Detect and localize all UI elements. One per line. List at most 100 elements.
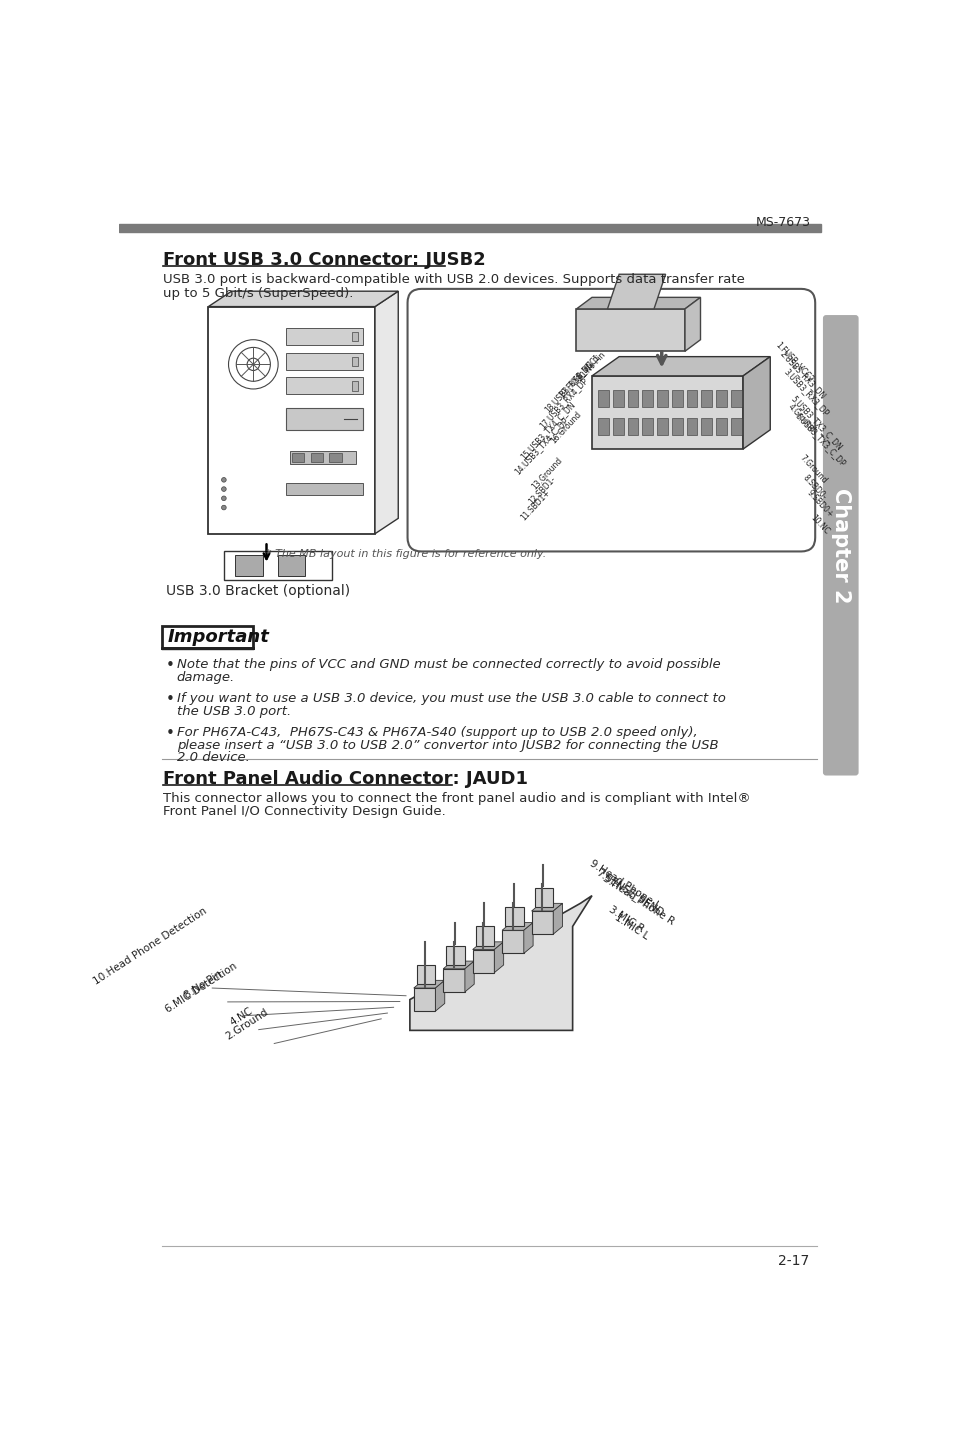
Polygon shape [576,298,700,309]
Text: 16.Ground: 16.Ground [548,410,582,445]
Polygon shape [553,904,562,934]
Text: 7.SENSE_SEND: 7.SENSE_SEND [594,866,665,919]
Text: Front USB 3.0 Connector: JUSB2: Front USB 3.0 Connector: JUSB2 [162,251,485,269]
FancyBboxPatch shape [407,289,815,551]
Bar [446,945,464,965]
Text: For PH67A-C43,  PH67S-C43 & PH67A-S40 (support up to USB 2.0 speed only),: For PH67A-C43, PH67S-C43 & PH67A-S40 (su… [176,726,697,739]
Text: USB 3.0 port is backward-compatible with USB 2.0 devices. Supports data transfer: USB 3.0 port is backward-compatible with… [162,274,743,286]
Text: This connector allows you to connect the front panel audio and is compliant with: This connector allows you to connect the… [162,792,750,805]
Polygon shape [684,298,700,351]
Bar [671,418,682,435]
Text: 9.SBD0+: 9.SBD0+ [804,488,834,520]
Circle shape [221,477,226,483]
Text: 17.USB3_RX4_DP: 17.USB3_RX4_DP [537,375,588,430]
Text: Front Panel I/O Connectivity Design Guide.: Front Panel I/O Connectivity Design Guid… [162,805,445,818]
Text: damage.: damage. [176,670,234,684]
Bar [627,390,638,407]
Bar [352,332,357,341]
Bar [286,328,363,345]
Text: 4.NC: 4.NC [228,1007,254,1028]
Text: 7.Ground: 7.Ground [797,453,827,485]
Text: up to 5 Gbit/s (SuperSpeed).: up to 5 Gbit/s (SuperSpeed). [162,288,353,301]
Polygon shape [494,942,503,972]
Bar [641,418,653,435]
Circle shape [221,487,226,491]
Text: please insert a “USB 3.0 to USB 2.0” convertor into JUSB2 for connecting the USB: please insert a “USB 3.0 to USB 2.0” con… [176,739,718,752]
Polygon shape [414,981,444,988]
Bar [505,908,523,927]
Text: 2.Ground: 2.Ground [224,1007,270,1042]
Text: MS-7673: MS-7673 [755,216,810,229]
Text: 9.Head Phone L: 9.Head Phone L [587,858,661,911]
Text: •: • [166,726,174,742]
Bar [501,931,523,954]
Text: 11.SBD1+: 11.SBD1+ [518,488,551,523]
Bar [286,483,363,495]
Bar [576,309,684,351]
Bar [700,418,711,435]
Bar [598,418,608,435]
Text: Note that the pins of VCC and GND must be connected correctly to avoid possible: Note that the pins of VCC and GND must b… [176,659,720,672]
Bar [592,375,742,450]
Bar [286,378,363,394]
Text: 5.Head Phone R: 5.Head Phone R [599,874,675,927]
Bar [730,390,740,407]
Text: Front Panel Audio Connector: JAUD1: Front Panel Audio Connector: JAUD1 [162,770,527,788]
Polygon shape [607,275,665,309]
Bar [686,418,697,435]
Polygon shape [472,942,503,949]
Circle shape [221,495,226,501]
Text: 10.Head Phone Detection: 10.Head Phone Detection [91,905,208,987]
Bar [612,390,623,407]
Polygon shape [523,922,533,954]
Text: Important: Important [167,629,269,646]
Bar [416,965,435,984]
Bar [641,390,653,407]
Text: 19.FUSB_VCC1: 19.FUSB_VCC1 [556,352,600,400]
Polygon shape [592,357,769,375]
Bar [290,451,355,464]
Text: 8.SBD0-: 8.SBD0- [801,474,828,503]
Bar [716,418,726,435]
Text: USB 3.0 Bracket (optional): USB 3.0 Bracket (optional) [166,584,350,597]
Bar [700,390,711,407]
Text: 6.MIC Detection: 6.MIC Detection [164,961,239,1014]
Bar [352,381,357,391]
Polygon shape [742,357,769,450]
Polygon shape [443,961,474,969]
Text: Chapter 2: Chapter 2 [830,487,850,603]
Text: 1.MIC L: 1.MIC L [612,912,650,942]
Bar [657,390,667,407]
Bar [352,357,357,367]
Polygon shape [410,895,592,1031]
Text: 13.Ground: 13.Ground [530,455,563,491]
Polygon shape [375,291,397,534]
Bar [657,418,667,435]
Bar [534,888,553,908]
Text: the USB 3.0 port.: the USB 3.0 port. [176,705,291,717]
Text: 12.SBD1-: 12.SBD1- [527,475,558,507]
Text: 20.No Pin: 20.No Pin [576,351,607,384]
Text: 2.USB3_RX3_DN: 2.USB3_RX3_DN [778,349,826,401]
Bar [278,554,305,576]
Circle shape [221,505,226,510]
Polygon shape [531,904,562,911]
Text: 18.USB3_RX4_DN: 18.USB3_RX4_DN [542,359,595,414]
Bar [686,390,697,407]
Bar [716,390,726,407]
Bar [292,453,304,463]
Bar [671,390,682,407]
Bar [472,949,494,972]
Bar [730,418,740,435]
Bar [443,969,464,992]
FancyBboxPatch shape [162,626,253,647]
Bar [311,453,323,463]
Text: 10.NC: 10.NC [808,513,830,536]
Text: 5.USB3_TX3_C_DN: 5.USB3_TX3_C_DN [789,394,843,451]
Text: 1.FUSB_VCC2: 1.FUSB_VCC2 [773,339,815,384]
Text: 3.MIC R: 3.MIC R [606,904,645,934]
Polygon shape [501,922,533,931]
Bar [627,418,638,435]
Text: 6.USB3_TX3_C_DP: 6.USB3_TX3_C_DP [793,411,846,468]
Bar [286,408,363,430]
